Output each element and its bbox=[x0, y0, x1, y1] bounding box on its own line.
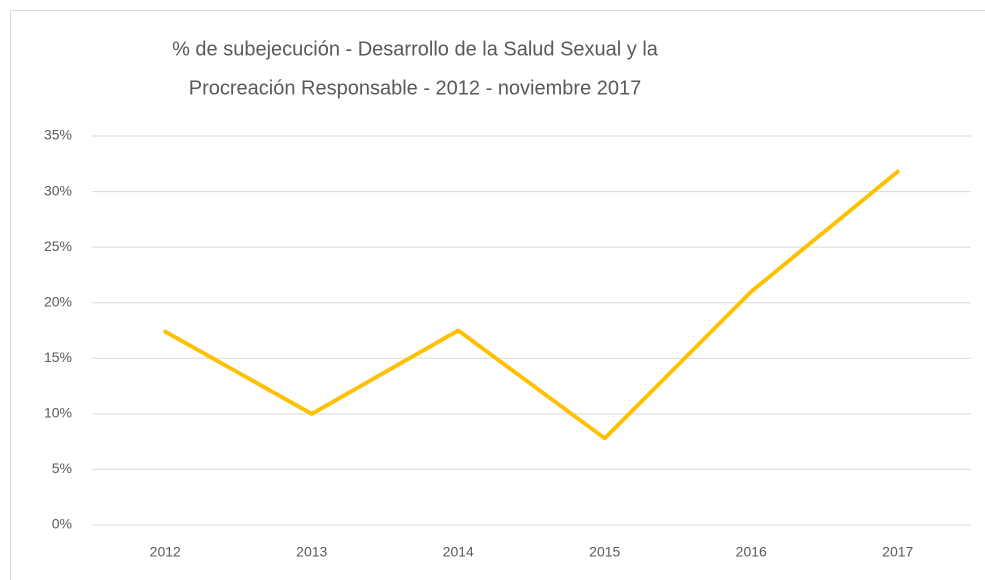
chart-frame bbox=[10, 10, 985, 580]
y-tick-label: 35% bbox=[44, 127, 72, 143]
y-tick-label: 15% bbox=[44, 349, 72, 365]
x-tick-label: 2016 bbox=[736, 544, 767, 560]
x-tick-label: 2015 bbox=[589, 544, 620, 560]
chart-title: % de subejecución - Desarrollo de la Sal… bbox=[172, 38, 659, 60]
line-series bbox=[163, 169, 900, 441]
y-tick-label: 0% bbox=[52, 516, 72, 532]
x-tick-label: 2014 bbox=[443, 544, 474, 560]
y-tick-label: 30% bbox=[44, 182, 72, 198]
y-tick-label: 25% bbox=[44, 238, 72, 254]
y-tick-label: 5% bbox=[52, 460, 72, 476]
chart-title: Procreación Responsable - 2012 - noviemb… bbox=[189, 77, 642, 99]
y-tick-label: 20% bbox=[44, 293, 72, 309]
y-tick-label: 10% bbox=[44, 405, 72, 421]
x-tick-label: 2017 bbox=[882, 544, 913, 560]
x-tick-label: 2012 bbox=[150, 544, 181, 560]
x-tick-label: 2013 bbox=[296, 544, 327, 560]
